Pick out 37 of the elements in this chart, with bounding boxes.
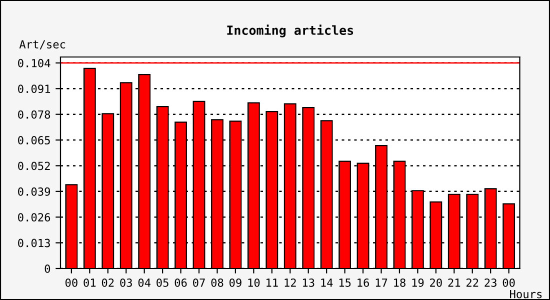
y-tick-label: 0.104: [18, 58, 50, 68]
x-tick-label: 11: [266, 278, 278, 287]
x-tick-label: 17: [376, 278, 388, 287]
x-tick-label: 05: [156, 278, 168, 287]
x-tick-label: 21: [448, 278, 460, 287]
x-tick-label: 01: [84, 278, 96, 287]
x-tick-label: 08: [211, 278, 224, 287]
x-tick-label: 02: [102, 278, 114, 287]
y-axis-title: Art/sec: [19, 40, 66, 50]
x-tick-label: 12: [284, 278, 296, 287]
x-tick-label: 13: [302, 278, 314, 287]
y-tick-label: 0.091: [18, 84, 50, 94]
x-tick-label: 00: [502, 278, 515, 287]
x-tick-label: 06: [174, 278, 187, 287]
x-tick-label: 07: [193, 278, 205, 287]
x-tick-label: 00: [65, 278, 78, 287]
y-tick-label: 0.052: [18, 162, 50, 170]
x-tick-label: 14: [321, 278, 333, 287]
x-tick-label: 19: [412, 278, 424, 287]
x-tick-label: 20: [430, 278, 442, 287]
x-tick-label: 04: [138, 278, 150, 287]
y-tick-label: 0: [44, 264, 50, 273]
x-tick-label: 15: [339, 278, 351, 287]
x-tick-label: 03: [120, 278, 132, 287]
x-tick-label: 16: [358, 278, 369, 287]
x-tick-label: 09: [229, 278, 242, 287]
y-tick-label: 0.026: [18, 213, 50, 222]
x-tick-label: 18: [394, 278, 406, 287]
y-tick-label: 0.013: [18, 238, 50, 248]
y-tick-label: 0.065: [18, 136, 50, 144]
x-tick-label: 22: [466, 278, 478, 287]
y-tick-label: 0.039: [18, 187, 50, 196]
x-tick-label: 10: [248, 278, 260, 287]
x-tick-label: 23: [484, 278, 496, 287]
x-axis-title: Hours: [510, 290, 542, 298]
chart-title: Incoming articles: [227, 24, 354, 38]
y-tick-label: 0.078: [18, 110, 50, 119]
